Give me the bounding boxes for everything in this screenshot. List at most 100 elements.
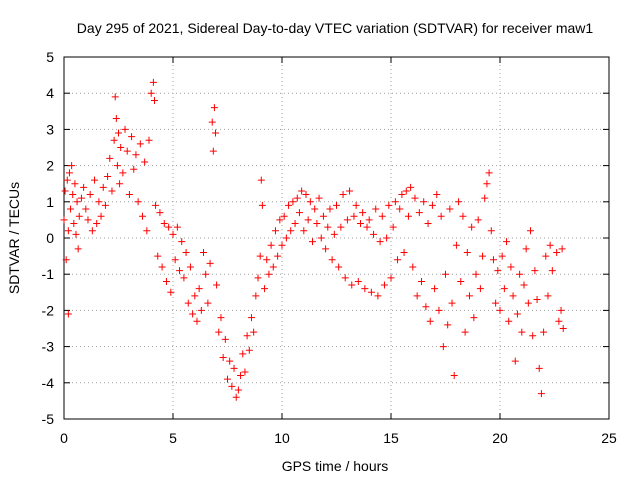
data-point <box>180 274 188 282</box>
data-point <box>224 375 231 383</box>
data-point <box>75 212 83 220</box>
data-point <box>442 270 449 278</box>
data-point <box>68 162 76 170</box>
data-point <box>72 230 80 238</box>
data-point <box>282 234 290 242</box>
data-point <box>513 310 521 318</box>
data-point <box>295 209 303 217</box>
data-point <box>356 220 364 228</box>
data-point <box>400 248 408 256</box>
data-point <box>470 314 478 322</box>
data-point <box>243 332 251 340</box>
data-point <box>84 216 92 224</box>
data-point <box>258 201 266 209</box>
data-point <box>394 256 402 264</box>
data-point <box>176 267 184 275</box>
data-point <box>404 212 412 220</box>
data-point <box>431 285 439 293</box>
data-point <box>117 144 125 151</box>
data-point <box>241 368 249 376</box>
data-point <box>64 227 72 235</box>
y-tick-label: 4 <box>46 85 54 101</box>
data-point <box>67 205 75 213</box>
data-point <box>328 256 336 264</box>
data-point <box>158 263 166 271</box>
data-point <box>119 169 127 177</box>
data-point <box>213 281 221 289</box>
grid-lines <box>64 57 609 419</box>
data-point <box>435 306 443 314</box>
data-point <box>324 223 332 231</box>
data-point <box>444 321 452 329</box>
data-point <box>459 212 467 220</box>
data-point <box>93 220 101 228</box>
data-point <box>99 183 107 191</box>
data-point <box>74 245 82 253</box>
data-point <box>315 194 323 202</box>
data-point <box>278 241 286 249</box>
data-point <box>496 306 504 314</box>
data-point <box>335 263 343 271</box>
data-point <box>376 238 384 246</box>
data-point <box>208 118 216 126</box>
data-point <box>313 220 321 228</box>
data-point <box>383 234 391 242</box>
data-point <box>226 357 234 365</box>
data-point <box>143 227 151 235</box>
data-point <box>503 238 511 246</box>
data-point <box>110 136 118 144</box>
data-point <box>154 252 162 260</box>
data-point <box>130 165 138 173</box>
data-point <box>306 198 314 206</box>
data-point <box>485 169 493 177</box>
data-point <box>64 310 72 318</box>
data-point <box>559 325 567 332</box>
y-tick-label: 1 <box>46 194 54 210</box>
data-point <box>101 201 109 209</box>
data-point <box>116 180 124 188</box>
data-point <box>247 314 255 322</box>
data-point <box>125 191 133 199</box>
data-point <box>263 256 271 264</box>
data-point <box>354 277 362 285</box>
data-point <box>276 216 284 224</box>
data-point <box>115 129 122 137</box>
data-point <box>77 194 85 202</box>
data-point <box>291 220 299 228</box>
y-tick-label: 5 <box>46 49 54 65</box>
data-point <box>298 187 306 195</box>
data-point <box>237 372 245 380</box>
data-point <box>210 104 218 112</box>
data-point <box>361 285 369 293</box>
data-point <box>500 285 508 293</box>
data-point <box>520 281 528 289</box>
data-point <box>374 292 382 300</box>
data-point <box>141 158 149 166</box>
data-point <box>518 328 526 336</box>
data-point <box>511 357 519 365</box>
data-point <box>245 346 253 354</box>
data-point <box>252 292 260 300</box>
data-point <box>472 270 480 278</box>
x-axis-label: GPS time / hours <box>282 458 389 474</box>
data-point <box>363 223 371 231</box>
data-point <box>239 350 247 358</box>
data-point <box>420 198 428 206</box>
data-point <box>319 212 327 220</box>
data-point <box>548 267 556 275</box>
data-point <box>402 187 410 195</box>
data-point <box>337 223 345 231</box>
data-point <box>542 252 550 260</box>
data-point <box>330 230 338 238</box>
data-point <box>265 270 273 278</box>
data-point <box>359 209 367 217</box>
data-point <box>261 285 269 293</box>
data-point <box>450 372 458 380</box>
data-point <box>437 212 445 220</box>
data-point <box>492 299 500 307</box>
data-point <box>73 198 81 206</box>
data-point <box>61 187 69 195</box>
data-point <box>108 187 116 195</box>
data-point <box>121 125 129 133</box>
data-point <box>389 223 397 231</box>
